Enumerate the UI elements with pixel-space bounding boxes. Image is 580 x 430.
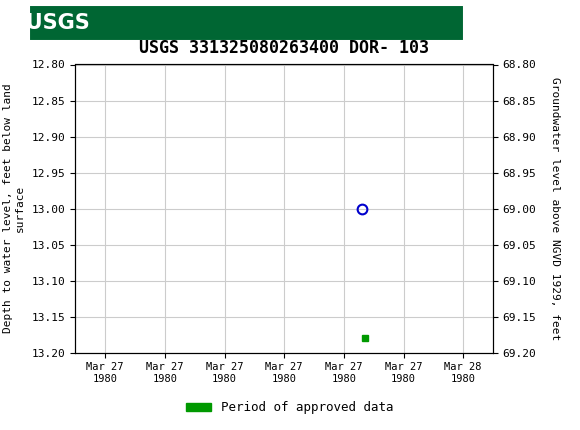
Y-axis label: Groundwater level above NGVD 1929, feet: Groundwater level above NGVD 1929, feet	[550, 77, 560, 340]
Legend: Period of approved data: Period of approved data	[181, 396, 399, 419]
Title: USGS 331325080263400 DOR- 103: USGS 331325080263400 DOR- 103	[139, 40, 429, 57]
Y-axis label: Depth to water level, feet below land
surface: Depth to water level, feet below land su…	[3, 84, 25, 333]
Text: ▣USGS: ▣USGS	[6, 12, 89, 33]
FancyBboxPatch shape	[29, 4, 464, 41]
